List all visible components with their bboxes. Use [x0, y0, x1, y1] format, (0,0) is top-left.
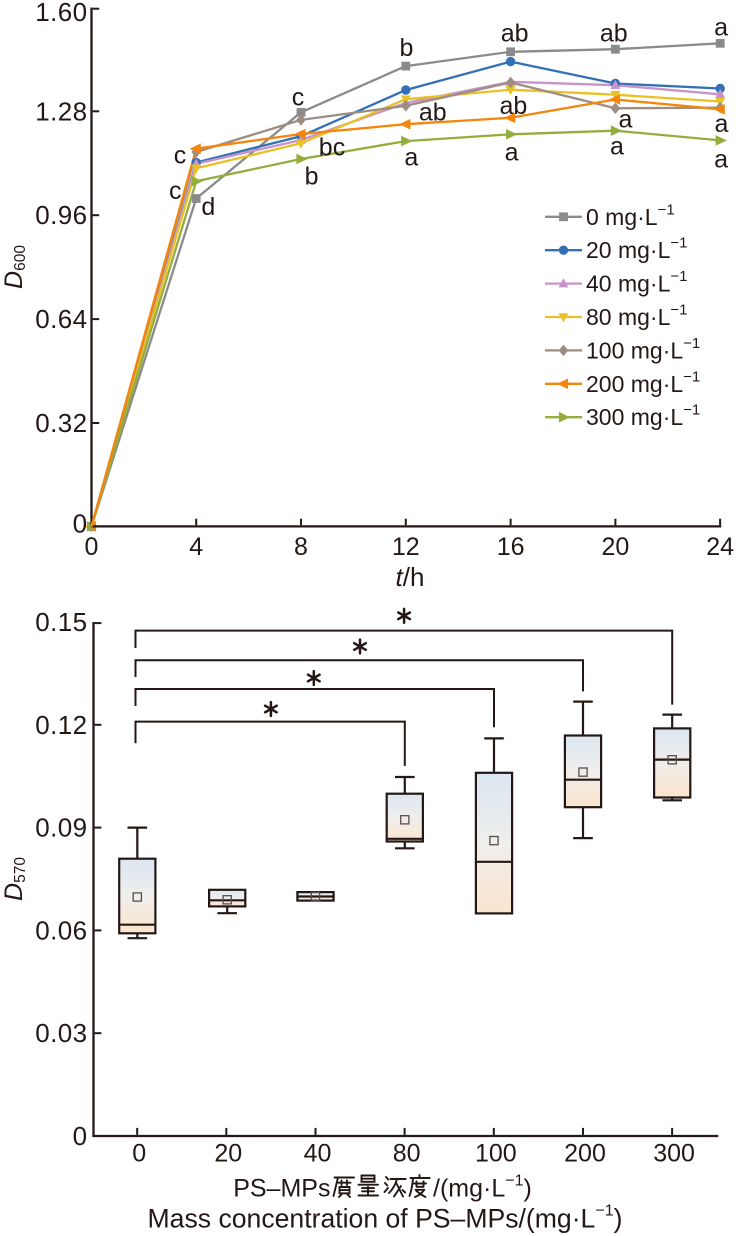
svg-text:a: a: [505, 139, 519, 167]
svg-text:16: 16: [497, 533, 525, 561]
svg-text:200: 200: [564, 1140, 606, 1168]
svg-text:bc: bc: [319, 134, 345, 162]
svg-text:0.09: 0.09: [35, 813, 87, 843]
svg-text:0.15: 0.15: [35, 607, 87, 637]
svg-text:20: 20: [214, 1140, 242, 1168]
svg-text:a: a: [714, 110, 728, 138]
svg-text:PS–MPs: PS–MPs: [233, 1175, 330, 1203]
svg-text:100 mg·L−1: 100 mg·L−1: [586, 334, 700, 363]
svg-text:a: a: [618, 106, 632, 134]
svg-text:ab: ab: [600, 19, 628, 47]
svg-text:200 mg·L−1: 200 mg·L−1: [586, 368, 700, 397]
svg-text:40 mg·L−1: 40 mg·L−1: [586, 268, 687, 297]
svg-text:Mass concentration of PS–MPs/(: Mass concentration of PS–MPs/(mg·L−1): [148, 1202, 623, 1234]
svg-text:0 mg·L−1: 0 mg·L−1: [586, 201, 675, 230]
svg-text:20 mg·L−1: 20 mg·L−1: [586, 234, 687, 263]
svg-text:80 mg·L−1: 80 mg·L−1: [586, 301, 687, 330]
svg-text:24: 24: [706, 533, 734, 561]
svg-text:0: 0: [73, 509, 88, 539]
svg-text:0: 0: [85, 533, 99, 561]
svg-text:8: 8: [294, 533, 308, 561]
svg-text:c: c: [292, 84, 305, 112]
svg-text:1.60: 1.60: [35, 0, 87, 27]
svg-text:ab: ab: [501, 19, 529, 47]
svg-text:t/h: t/h: [396, 562, 425, 592]
svg-text:0.06: 0.06: [35, 915, 87, 945]
svg-text:0.96: 0.96: [35, 200, 87, 230]
svg-text:100: 100: [475, 1140, 517, 1168]
svg-text:D570: D570: [0, 857, 29, 901]
svg-text:0: 0: [73, 1121, 88, 1151]
svg-text:a: a: [404, 143, 418, 171]
svg-text:a: a: [610, 133, 624, 161]
svg-text:c: c: [169, 177, 182, 205]
svg-text:/(mg·L−1): /(mg·L−1): [433, 1172, 532, 1203]
svg-text:300: 300: [653, 1140, 695, 1168]
svg-text:40: 40: [304, 1140, 332, 1168]
svg-text:1.28: 1.28: [35, 96, 87, 126]
svg-text:b: b: [305, 163, 319, 191]
svg-text:12: 12: [392, 533, 420, 561]
svg-text:0: 0: [132, 1140, 146, 1168]
svg-text:80: 80: [393, 1140, 421, 1168]
svg-text:ab: ab: [499, 92, 527, 120]
svg-text:a: a: [714, 146, 728, 174]
svg-text:0.64: 0.64: [35, 304, 87, 334]
svg-text:0.12: 0.12: [35, 710, 87, 740]
svg-text:4: 4: [189, 533, 203, 561]
svg-text:20: 20: [601, 533, 629, 561]
svg-text:d: d: [201, 193, 215, 221]
svg-text:b: b: [399, 34, 413, 62]
svg-text:300 mg·L−1: 300 mg·L−1: [586, 401, 700, 430]
svg-text:c: c: [174, 142, 187, 170]
svg-text:a: a: [714, 14, 728, 42]
svg-text:ab: ab: [419, 99, 447, 127]
svg-text:0.03: 0.03: [35, 1018, 87, 1048]
svg-text:D600: D600: [0, 245, 29, 289]
svg-text:0.32: 0.32: [35, 408, 87, 438]
